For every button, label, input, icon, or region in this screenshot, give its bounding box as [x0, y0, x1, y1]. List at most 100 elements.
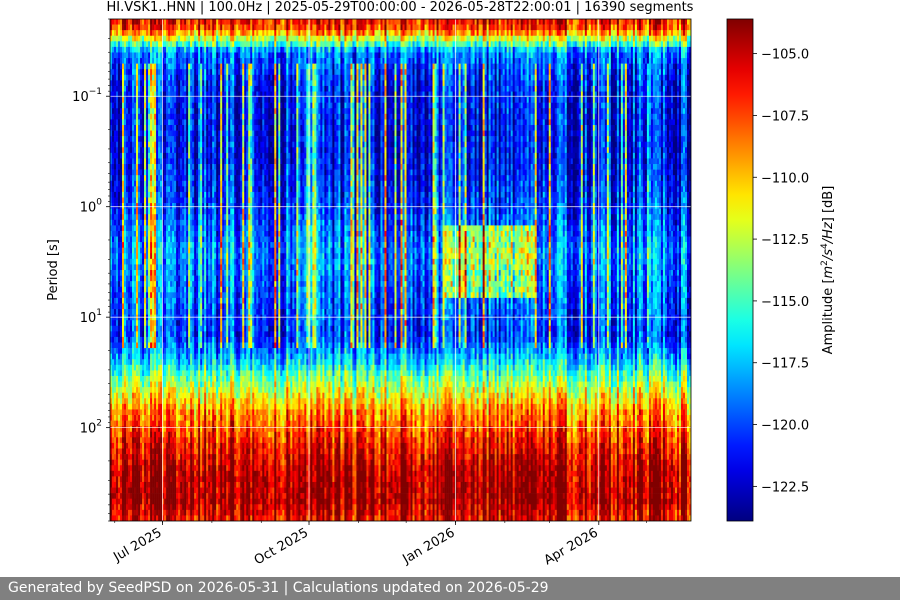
spectrogram-cell — [206, 437, 209, 444]
spectrogram-cell — [148, 219, 151, 226]
spectrogram-cell — [210, 415, 213, 421]
spectrogram-cell — [162, 498, 165, 505]
spectrogram-cell — [160, 409, 163, 416]
spectrogram-cell — [216, 91, 219, 98]
spectrogram-cell — [128, 454, 131, 460]
spectrogram-cell — [122, 91, 125, 98]
spectrogram-cell — [114, 113, 117, 120]
spectrogram-cell — [140, 420, 143, 427]
spectrogram-cell — [128, 74, 131, 81]
spectrogram-cell — [134, 30, 137, 37]
spectrogram-cell — [124, 69, 127, 76]
spectrogram-cell — [118, 454, 121, 460]
spectrogram-cell — [202, 487, 205, 494]
spectrogram-cell — [134, 230, 137, 237]
spectrogram-cell — [132, 80, 135, 87]
spectrogram-cell — [172, 325, 175, 332]
spectrogram-cell — [152, 437, 155, 444]
spectrogram-cell — [204, 74, 207, 81]
spectrogram-cell — [164, 309, 167, 315]
spectrogram-cell — [170, 286, 173, 293]
spectrogram-cell — [138, 30, 141, 37]
spectrogram-cell — [180, 63, 183, 70]
spectrogram-cell — [204, 214, 207, 221]
spectrogram-cell — [182, 504, 185, 511]
spectrogram-cell — [218, 320, 221, 327]
spectrogram-cell — [176, 270, 179, 276]
spectrogram-cell — [152, 169, 155, 176]
spectrogram-cell — [160, 320, 163, 327]
spectrogram-cell — [216, 342, 219, 349]
spectrogram-cell — [166, 331, 169, 338]
spectrogram-column — [206, 19, 209, 521]
spectrogram-cell — [166, 459, 169, 466]
spectrogram-cell — [110, 309, 113, 315]
spectrogram-cell — [206, 292, 209, 299]
spectrogram-cell — [146, 74, 149, 81]
spectrogram-cell — [110, 409, 113, 416]
spectrogram-cell — [116, 152, 119, 159]
spectrogram-cell — [184, 136, 187, 143]
spectrogram-cell — [174, 230, 177, 237]
spectrogram-cell — [114, 398, 117, 405]
spectrogram-cell — [186, 108, 189, 115]
spectrogram-cell — [178, 448, 181, 455]
spectrogram-cell — [112, 102, 115, 109]
spectrogram-cell — [184, 498, 187, 505]
spectrogram-cell — [204, 91, 207, 98]
spectrogram-cell — [110, 175, 113, 182]
spectrogram-cell — [212, 147, 215, 154]
spectrogram-cell — [130, 448, 133, 455]
spectrogram-cell — [176, 476, 179, 483]
spectrogram-cell — [148, 426, 151, 433]
spectrogram-cell — [206, 387, 209, 394]
spectrogram-cell — [170, 253, 173, 260]
spectrogram-cell — [136, 403, 139, 410]
spectrogram-cell — [160, 426, 163, 433]
spectrogram-cell — [110, 19, 113, 25]
spectrogram-cell — [144, 197, 147, 204]
spectrogram-cell — [206, 454, 209, 460]
spectrogram-cell — [186, 481, 189, 488]
spectrogram-cell — [146, 481, 149, 488]
spectrogram-column — [184, 19, 187, 521]
spectrogram-cell — [202, 281, 205, 288]
spectrogram-cell — [118, 398, 121, 405]
spectrogram-cell — [112, 46, 115, 53]
spectrogram-cell — [182, 253, 185, 260]
spectrogram-cell — [180, 481, 183, 488]
spectrogram-cell — [128, 264, 131, 271]
spectrogram-cell — [112, 69, 115, 76]
spectrogram-cell — [110, 74, 113, 81]
spectrogram-cell — [134, 325, 137, 332]
spectrogram-cell — [112, 180, 115, 187]
spectrogram-cell — [182, 498, 185, 505]
spectrogram-cell — [174, 275, 177, 282]
spectrogram-cell — [120, 442, 123, 449]
spectrogram-cell — [144, 420, 147, 427]
spectrogram-cell — [156, 275, 159, 282]
spectrogram-cell — [202, 342, 205, 349]
spectrogram-cell — [116, 387, 119, 394]
spectrogram-cell — [132, 370, 135, 377]
spectrogram-cell — [178, 381, 181, 388]
spectrogram-cell — [166, 236, 169, 243]
spectrogram-cell — [136, 398, 139, 405]
spectrogram-cell — [134, 381, 137, 388]
spectrogram-cell — [154, 509, 157, 516]
spectrogram-cell — [144, 141, 147, 148]
spectrogram-cell — [174, 24, 177, 31]
spectrogram-cell — [200, 63, 203, 70]
spectrogram-cell — [154, 197, 157, 204]
spectrogram-cell — [148, 164, 151, 170]
spectrogram-cell — [172, 375, 175, 382]
spectrogram-cell — [174, 130, 177, 137]
spectrogram-cell — [140, 459, 143, 466]
spectrogram-cell — [116, 203, 119, 209]
spectrogram-cell — [162, 303, 165, 310]
spectrogram-cell — [180, 175, 183, 182]
spectrogram-cell — [170, 481, 173, 488]
spectrogram-cell — [168, 230, 171, 237]
spectrogram-cell — [208, 58, 211, 64]
